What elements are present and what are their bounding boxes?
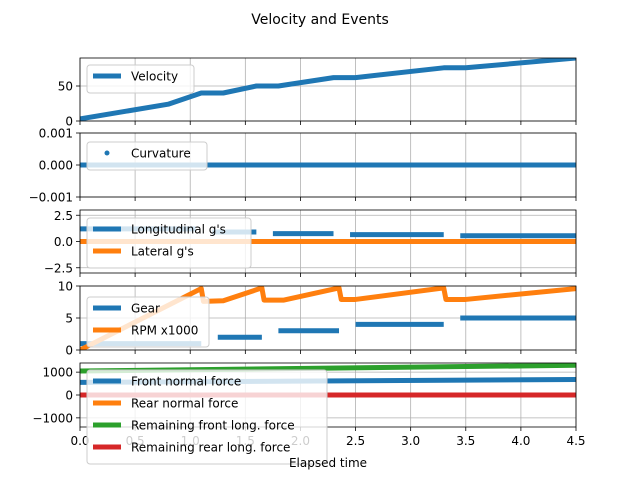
y-tick-label: −0.001 [29,191,73,205]
legend: Front normal force Rear normal force Remai… [86,369,328,465]
y-tick-label: 1000 [42,366,73,380]
subplots: 050Velocity−0.0010.0000.001Curvature−2.5… [29,57,586,465]
x-tick-label: 2.5 [346,434,365,448]
legend-label: Rear normal force [131,397,238,411]
legend: Gear RPM x1000 [86,296,210,348]
axes-frame [79,209,577,274]
x-tick-label: 4.0 [511,434,530,448]
legend: Longitudinal g's Lateral g's [86,217,252,269]
legend-frame [86,141,208,171]
y-tick-label: 2.5 [54,209,73,223]
legend-label: Front normal force [131,375,241,389]
y-tick-label: 10 [58,280,73,294]
axes-frame [79,132,577,198]
axes-frame [79,285,577,351]
y-tick-label: 0 [65,344,73,358]
subplot-4: 0 5 10 Gear RPM x1000 [58,280,577,358]
legend: Velocity [86,64,195,94]
y-tick-label: 0 [65,115,73,129]
y-tick-label: 5 [65,312,73,326]
axes-frame [79,57,577,122]
y-tick-label: 50 [58,80,73,94]
subplot-5: −1000010000.00.51.01.52.02.53.03.54.04.5… [32,362,586,465]
legend-frame [86,64,195,94]
legend-label: Remaining front long. force [131,419,295,433]
x-axis-label: Elapsed time [289,456,367,470]
legend-label: Gear [131,302,160,316]
legend-label: Remaining rear long. force [131,441,290,455]
legend-label: RPM x1000 [131,324,198,338]
subplot-2: −0.001 0.000 0.001 Curvature [29,127,577,205]
y-tick-label: −1000 [32,411,73,425]
series-line [80,58,576,121]
legend-label: Lateral g's [131,245,194,259]
x-tick-label: 3.5 [456,434,475,448]
subplot-3: −2.5 0.0 2.5 Longitudinal g's Lateral g's [44,209,577,277]
figure-title: Velocity and Events [251,12,389,28]
axes-frame [79,362,577,428]
legend-frame [86,217,252,269]
y-tick-label: 0.0 [54,235,73,249]
x-tick-label: 3.0 [401,434,420,448]
legend-frame [86,369,328,465]
legend: Curvature [86,141,208,171]
x-tick-label: 4.5 [566,434,585,448]
legend-marker [104,150,110,156]
legend-label: Curvature [131,147,191,161]
legend-label: Velocity [131,70,178,84]
y-tick-label: 0 [65,389,73,403]
x-tick-label: 0.0 [70,434,89,448]
y-tick-label: 0.001 [39,127,73,141]
legend-label: Longitudinal g's [131,223,226,237]
plot-area [80,58,576,121]
y-tick-label: −2.5 [44,261,73,275]
subplot-1: 0 50 Velocity [58,57,577,129]
y-tick-label: 0.000 [39,159,73,173]
